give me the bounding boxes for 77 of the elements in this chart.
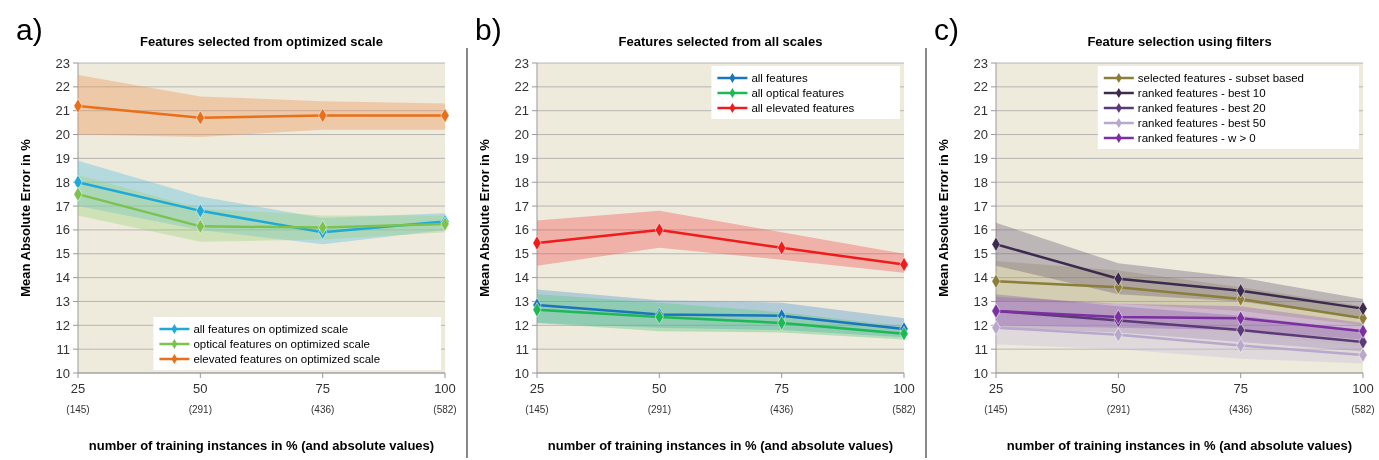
x-tick-label: 75 (436) bbox=[310, 381, 335, 415]
x-tick-label: 100 (582) bbox=[1351, 381, 1375, 415]
y-tick-label: 20 bbox=[973, 127, 988, 143]
x-tick-label: 25 (145) bbox=[66, 381, 90, 415]
y-tick-label: 17 bbox=[973, 198, 988, 214]
y-tick-label: 16 bbox=[514, 222, 529, 238]
y-tick-label: 16 bbox=[973, 222, 988, 238]
legend-label: all features bbox=[751, 72, 808, 85]
x-tick-label: 25 (145) bbox=[984, 381, 1008, 415]
y-tick-label: 18 bbox=[514, 174, 529, 190]
y-tick-label: 18 bbox=[55, 174, 70, 190]
x-tick-label: 50 (291) bbox=[647, 381, 672, 415]
y-tick-label: 23 bbox=[55, 55, 70, 71]
y-tick-label: 22 bbox=[514, 79, 529, 95]
y-tick-label: 17 bbox=[55, 198, 70, 214]
y-tick-label: 10 bbox=[514, 365, 529, 381]
x-tick-label: 100 (582) bbox=[892, 381, 916, 415]
y-tick-label: 21 bbox=[514, 103, 529, 119]
legend-label: ranked features - best 50 bbox=[1137, 117, 1266, 130]
y-axis-title: Mean Absolute Error in % bbox=[18, 138, 33, 297]
text: b) bbox=[475, 13, 502, 46]
y-tick-label: 12 bbox=[514, 317, 529, 333]
y-tick-label: 11 bbox=[974, 341, 988, 357]
y-tick-label: 11 bbox=[515, 341, 529, 357]
y-tick-label: 12 bbox=[973, 317, 988, 333]
x-axis-title: number of training instances in % (and absolute values) bbox=[88, 438, 435, 453]
chart-title: Feature selection using filters bbox=[1087, 34, 1272, 49]
y-axis-title: Mean Absolute Error in % bbox=[936, 138, 951, 297]
y-tick-label: 21 bbox=[973, 103, 988, 119]
x-axis-title: number of training instances in % (and absolute values) bbox=[547, 438, 894, 453]
legend-label: all features on optimized scale bbox=[193, 323, 349, 336]
legend-label: optical features on optimized scale bbox=[193, 338, 370, 351]
legend-label: all elevated features bbox=[751, 102, 855, 115]
y-tick-label: 20 bbox=[55, 127, 70, 143]
y-tick-label: 12 bbox=[55, 317, 70, 333]
y-tick-label: 14 bbox=[55, 270, 70, 286]
x-tick-label: 100 (582) bbox=[433, 381, 457, 415]
y-tick-label: 22 bbox=[973, 79, 988, 95]
text: a) bbox=[16, 13, 43, 46]
x-axis-title: number of training instances in % (and absolute values) bbox=[1006, 438, 1353, 453]
x-tick-label: 75 (436) bbox=[769, 381, 794, 415]
text: c) bbox=[934, 13, 959, 46]
y-axis-title: Mean Absolute Error in % bbox=[477, 138, 492, 297]
y-tick-label: 15 bbox=[514, 246, 529, 262]
legend-label: elevated features on optimized scale bbox=[193, 353, 381, 366]
x-tick-label: 75 (436) bbox=[1228, 381, 1253, 415]
chart-title: Features selected from optimized scale bbox=[140, 34, 383, 49]
y-tick-label: 13 bbox=[514, 294, 529, 310]
y-tick-label: 19 bbox=[973, 150, 988, 166]
y-tick-label: 15 bbox=[973, 246, 988, 262]
y-tick-label: 13 bbox=[973, 294, 988, 310]
y-tick-label: 14 bbox=[514, 270, 529, 286]
x-tick-label: 50 (291) bbox=[1106, 381, 1131, 415]
legend-label: ranked features - w > 0 bbox=[1137, 132, 1256, 145]
y-tick-label: 17 bbox=[514, 198, 529, 214]
y-tick-label: 13 bbox=[55, 294, 70, 310]
y-tick-label: 23 bbox=[514, 55, 529, 71]
y-tick-label: 15 bbox=[55, 246, 70, 262]
legend-label: all optical features bbox=[751, 87, 845, 100]
y-tick-label: 22 bbox=[55, 79, 70, 95]
y-tick-label: 23 bbox=[973, 55, 988, 71]
legend-label: ranked features - best 10 bbox=[1137, 87, 1266, 100]
legend-label: selected features - subset based bbox=[1137, 72, 1305, 85]
y-tick-label: 19 bbox=[55, 150, 70, 166]
y-tick-label: 18 bbox=[973, 174, 988, 190]
legend-label: ranked features - best 20 bbox=[1137, 102, 1266, 115]
y-tick-label: 11 bbox=[56, 341, 70, 357]
x-tick-label: 50 (291) bbox=[188, 381, 213, 415]
y-tick-label: 21 bbox=[55, 103, 70, 119]
y-tick-label: 14 bbox=[973, 270, 988, 286]
y-tick-label: 19 bbox=[514, 150, 529, 166]
chart-title: Features selected from all scales bbox=[618, 34, 823, 49]
y-tick-label: 16 bbox=[55, 222, 70, 238]
y-tick-label: 10 bbox=[973, 365, 988, 381]
y-tick-label: 20 bbox=[514, 127, 529, 143]
y-tick-label: 10 bbox=[55, 365, 70, 381]
x-tick-label: 25 (145) bbox=[525, 381, 549, 415]
